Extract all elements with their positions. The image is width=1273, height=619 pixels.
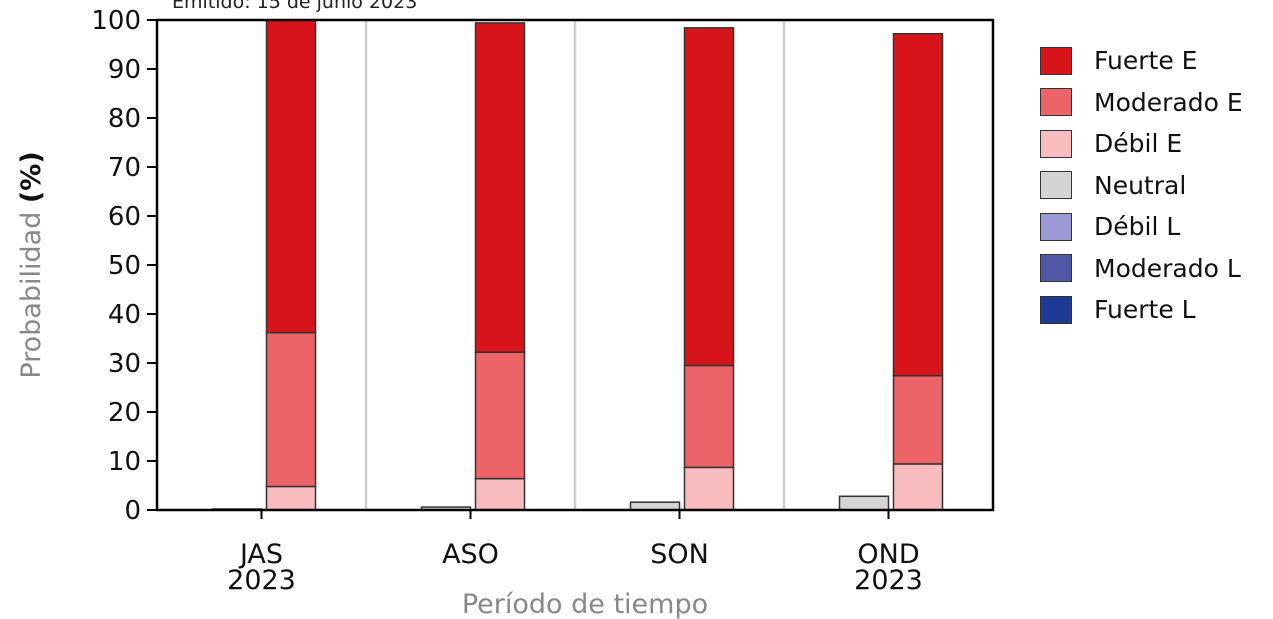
- legend-item: Moderado E: [1040, 82, 1243, 124]
- legend-label: Fuerte E: [1094, 46, 1198, 76]
- legend-item: Fuerte L: [1040, 289, 1243, 331]
- legend-swatch: [1040, 129, 1072, 158]
- bar-el-nino-fuerte-e: [474, 22, 526, 353]
- legend-swatch: [1040, 254, 1072, 283]
- legend-item: Débil L: [1040, 206, 1243, 248]
- bar-el-nino-debil-e: [892, 463, 944, 511]
- legend-swatch: [1040, 46, 1072, 75]
- x-tick-label: OND: [857, 539, 919, 570]
- x-tick-label-year: 2023: [854, 565, 923, 596]
- x-tick-label: JAS: [238, 539, 283, 570]
- legend-label: Débil E: [1094, 129, 1183, 159]
- bar-el-nino-moderado-e: [265, 331, 317, 488]
- y-tick-label: 100: [91, 6, 141, 36]
- legend-swatch: [1040, 171, 1072, 200]
- bar-el-nino-debil-e: [265, 485, 317, 511]
- bar-el-nino-fuerte-e: [265, 19, 317, 334]
- x-tick-label: ASO: [442, 539, 499, 570]
- legend-label: Moderado L: [1094, 253, 1241, 283]
- legend-swatch: [1040, 295, 1072, 324]
- y-tick-label: 60: [108, 202, 141, 232]
- bar-el-nino-moderado-e: [892, 374, 944, 465]
- bar-el-nino-fuerte-e: [683, 27, 735, 367]
- legend-label: Neutral: [1094, 170, 1187, 200]
- bar-el-nino-debil-e: [683, 466, 735, 511]
- chart-subtitle: Emitido: 15 de junio 2023: [172, 0, 418, 13]
- legend-item: Moderado L: [1040, 248, 1243, 290]
- legend-swatch: [1040, 88, 1072, 117]
- y-tick-label: 50: [108, 251, 141, 281]
- legend-label: Débil L: [1094, 212, 1181, 242]
- y-axis-label-unit: (%): [16, 151, 47, 203]
- y-tick-label: 40: [108, 300, 141, 330]
- y-tick-label: 10: [108, 447, 141, 477]
- y-tick-label: 80: [108, 104, 141, 134]
- y-tick-label: 20: [108, 398, 141, 428]
- legend-item: Fuerte E: [1040, 40, 1243, 82]
- x-axis-label: Período de tiempo: [462, 589, 708, 619]
- bar-el-nino-debil-e: [474, 477, 526, 511]
- bar-neutral-neutral: [838, 495, 890, 511]
- legend-label: Moderado E: [1094, 87, 1243, 117]
- x-tick-label-year: 2023: [227, 565, 296, 596]
- x-tick-label: SON: [650, 539, 709, 570]
- bar-el-nino-moderado-e: [683, 364, 735, 469]
- y-axis-label-text: Probabilidad: [16, 203, 47, 379]
- legend-item: Neutral: [1040, 165, 1243, 207]
- y-tick-label: 70: [108, 153, 141, 183]
- y-axis-label: Probabilidad (%): [16, 151, 47, 378]
- y-tick-label: 0: [124, 496, 141, 526]
- y-tick-label: 90: [108, 55, 141, 85]
- bar-el-nino-fuerte-e: [892, 32, 944, 377]
- legend-label: Fuerte L: [1094, 295, 1196, 325]
- legend: Fuerte E Moderado E Débil E Neutral Débil L M…: [1040, 40, 1243, 331]
- legend-swatch: [1040, 212, 1072, 241]
- legend-item: Débil E: [1040, 123, 1243, 165]
- bar-el-nino-moderado-e: [474, 351, 526, 480]
- y-tick-label: 30: [108, 349, 141, 379]
